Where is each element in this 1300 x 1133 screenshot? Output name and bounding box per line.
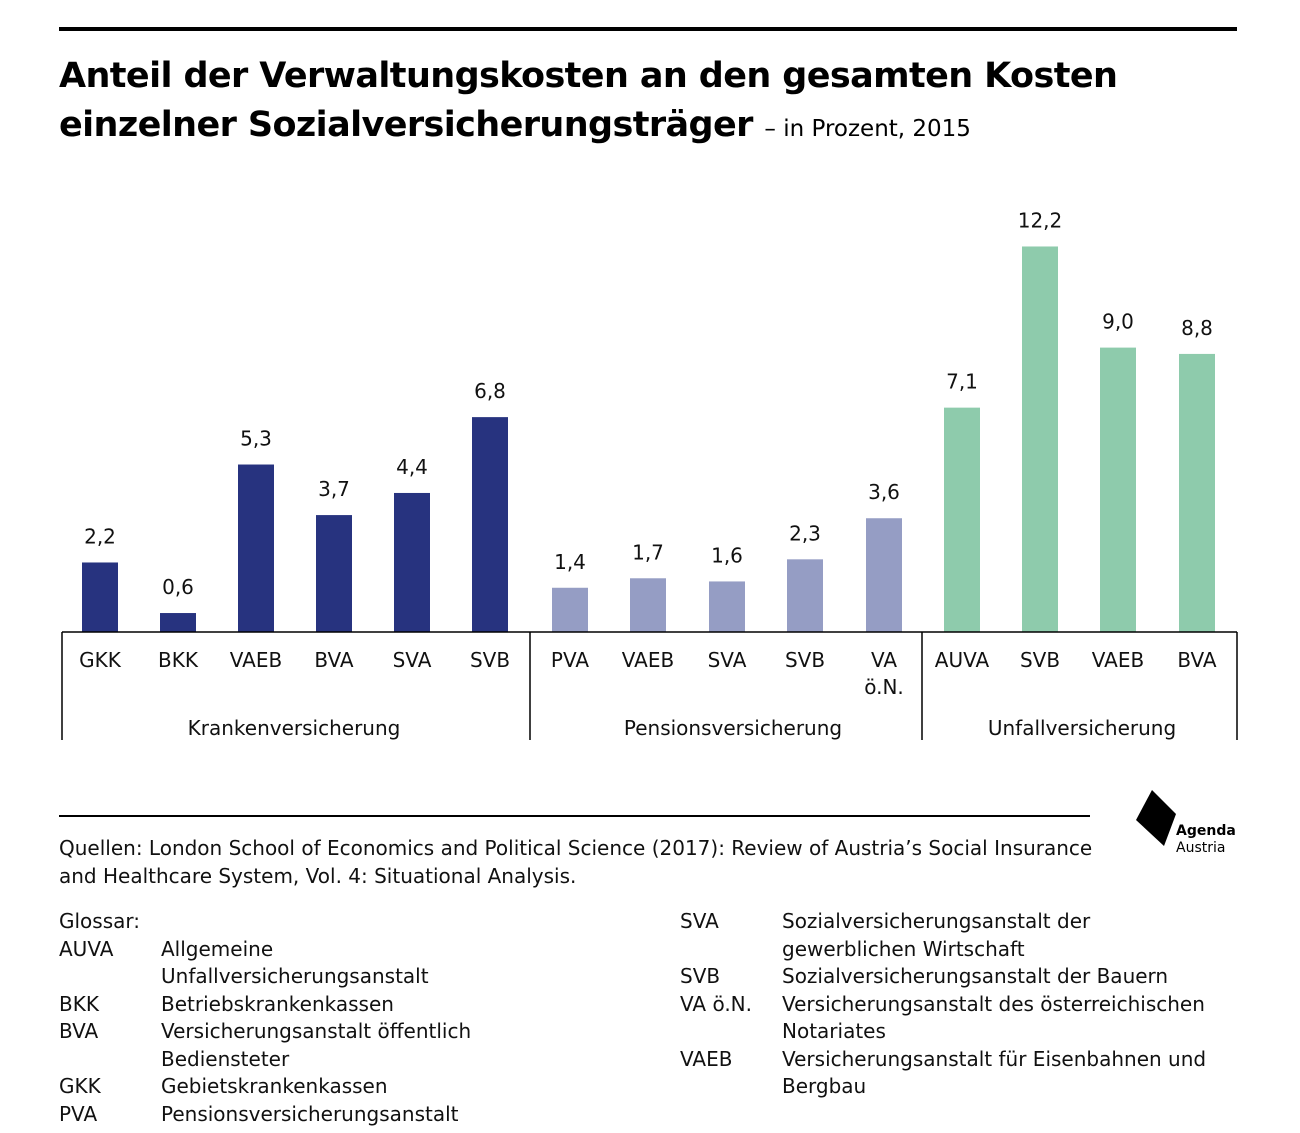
value-label: 6,8 [474,379,506,403]
category-label: VAEB [1092,648,1144,672]
bar-pva [552,587,588,632]
category-labels-layer: GKK BKK VAEB BVA SVA SVB PVA VAEB SVA SVB VA ö.N. AU… [79,648,1217,699]
value-label: 12,2 [1018,208,1063,232]
agenda-austria-logo: Agenda Austria [1134,788,1244,858]
glossary-definition: Versicherungsanstalt öffentlich Bedienst… [161,1019,472,1071]
bar-svb [787,559,823,632]
category-label: BVA [314,648,354,672]
glossary-entry: VA ö.N. Versicherungsanstalt des österrei… [680,991,1250,1046]
category-label: SVB [470,648,510,672]
value-label: 5,3 [240,427,272,451]
glossary-entry: BKK Betriebskrankenkassen [59,991,659,1019]
category-label: PVA [551,648,589,672]
bar-sva [709,581,745,632]
logo-mark-icon [1136,790,1176,846]
group-labels-layer: Krankenversicherung Pensionsversicherung U… [188,716,1177,740]
category-label: SVA [708,648,747,672]
glossary-left-column: Glossar: AUVA Allgemeine Unfallversicheru… [59,908,659,1128]
value-label: 1,6 [711,543,743,567]
bar-vaeb [630,578,666,632]
category-label: SVB [1020,648,1060,672]
bar-chart: 2,2 0,6 5,3 3,7 4,4 6,8 1,4 1,7 1,6 2,3 3,6 7,1 12,2… [61,208,1238,740]
glossary-heading: Glossar: [59,909,140,933]
glossary-entry: VAEB Versicherungsanstalt für Eisenbahnen… [680,1046,1250,1101]
source-rule [59,815,1090,817]
value-label: 2,2 [84,524,116,548]
value-label: 8,8 [1181,316,1213,340]
value-label: 1,7 [632,540,664,564]
value-label: 4,4 [396,455,428,479]
glossary-definition: Allgemeine Unfallversicherungsanstalt [161,936,429,989]
bar-auva [944,407,980,632]
chart-title-text: Anteil der Verwaltungskosten an den gesa… [59,56,1118,145]
value-label: 3,6 [868,480,900,504]
glossary-definition: Versicherungsanstalt des österreichische… [782,991,1205,1044]
bar-vaeb [1100,347,1136,632]
value-labels-layer: 2,2 0,6 5,3 3,7 4,4 6,8 1,4 1,7 1,6 2,3 3,6 7,1 12,2… [84,208,1213,599]
glossary-definition: Gebietskrankenkassen [161,1074,388,1098]
bar-bva [316,515,352,632]
category-label: GKK [79,648,122,672]
value-label: 7,1 [946,370,978,394]
bar-bkk [160,613,196,632]
bar-vaeb [238,464,274,632]
glossary-abbreviation: VA ö.N. [680,991,753,1016]
bar-sva [394,492,430,632]
category-label: VAEB [622,648,674,672]
group-label: Pensionsversicherung [624,716,842,740]
category-label: VAEB [230,648,282,672]
glossary-definition: Betriebskrankenkassen [161,991,394,1016]
bar-svb [472,417,508,632]
glossary-entry: SVB Sozialversicherungsanstalt der Bauern [680,963,1250,991]
category-label: BVA [1177,648,1217,672]
group-label: Unfallversicherung [988,716,1176,740]
value-label: 3,7 [318,477,350,501]
glossary-entry: SVA Sozialversicherungsanstalt der gewerb… [680,908,1250,963]
glossary-abbreviation: GKK [59,1074,101,1098]
glossary-abbreviation: VAEB [680,1046,733,1071]
glossary-definition: Sozialversicherungsanstalt der gewerblic… [782,909,1091,961]
source-note: Quellen: London School of Economics and … [59,836,1093,888]
glossary-entry: PVA Pensionsversicherungsanstalt [59,1101,659,1129]
glossary-definition: Sozialversicherungsanstalt der Bauern [782,964,1169,988]
category-label: SVB [785,648,825,672]
logo-text-austria: Austria [1176,840,1226,856]
glossary-abbreviation: SVA [680,909,719,933]
glossary-entry: AUVA Allgemeine Unfallversicherungsanstal… [59,936,659,991]
category-label: AUVA [935,648,990,672]
glossary-abbreviation: PVA [59,1101,98,1126]
value-label: 1,4 [554,550,586,574]
bar-svb [1022,246,1058,632]
category-label: BKK [158,648,199,672]
glossary-abbreviation: BVA [59,1019,99,1043]
bars-layer [82,246,1215,632]
glossary-definition: Versicherungsanstalt für Eisenbahnen und… [782,1046,1207,1099]
glossary-abbreviation: SVB [680,964,721,988]
top-rule [59,27,1237,31]
value-label: 0,6 [162,575,194,599]
bar-gkk [82,562,118,632]
bar-va-n [866,518,902,632]
glossary-entry: BVA Versicherungsanstalt öffentlich Bedie… [59,1018,659,1073]
bar-bva [1179,353,1215,632]
glossary-entry: GKK Gebietskrankenkassen [59,1073,659,1101]
category-label: VA ö.N. [864,648,904,699]
glossary-abbreviation: AUVA [59,936,114,961]
chart-title: Anteil der Verwaltungskosten an den gesa… [59,52,1259,154]
axis-layer [61,631,1238,740]
glossary-definition: Pensionsversicherungsanstalt [161,1101,459,1126]
glossary-abbreviation: BKK [59,991,99,1016]
chart-subtitle: – in Prozent, 2015 [764,116,971,142]
glossary-right-column: SVA Sozialversicherungsanstalt der gewerb… [680,908,1250,1101]
value-label: 9,0 [1102,310,1134,334]
logo-text-agenda: Agenda [1176,823,1236,839]
value-label: 2,3 [789,521,821,545]
group-label: Krankenversicherung [188,716,401,740]
category-label: SVA [393,648,432,672]
